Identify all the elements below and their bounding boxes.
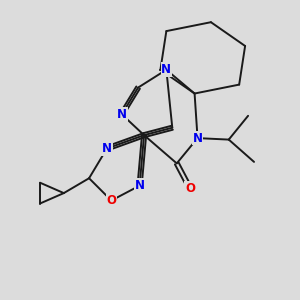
Text: N: N bbox=[102, 142, 112, 155]
Text: N: N bbox=[193, 132, 202, 145]
Text: N: N bbox=[117, 108, 127, 121]
Text: N: N bbox=[161, 63, 171, 76]
Text: O: O bbox=[185, 182, 195, 195]
Text: O: O bbox=[106, 194, 116, 207]
Text: N: N bbox=[135, 179, 145, 192]
